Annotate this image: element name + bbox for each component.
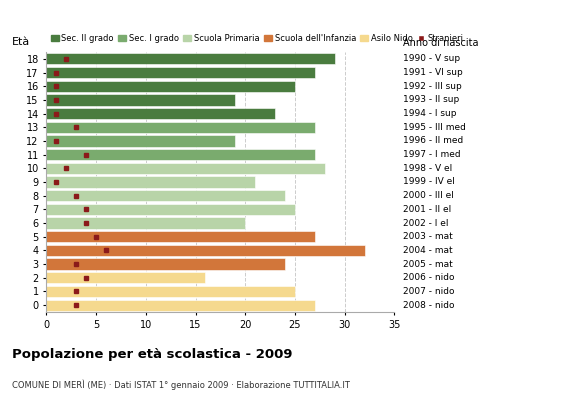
Bar	[46, 231, 315, 242]
Text: 1997 - I med: 1997 - I med	[403, 150, 461, 159]
Text: 1996 - II med: 1996 - II med	[403, 136, 463, 146]
Text: 2008 - nido: 2008 - nido	[403, 301, 455, 310]
Text: 2004 - mat: 2004 - mat	[403, 246, 453, 255]
Text: Popolazione per età scolastica - 2009: Popolazione per età scolastica - 2009	[12, 348, 292, 361]
Text: 2000 - III el: 2000 - III el	[403, 191, 454, 200]
Bar	[46, 286, 295, 297]
Bar	[46, 176, 255, 188]
Text: 1994 - I sup: 1994 - I sup	[403, 109, 456, 118]
Text: 1993 - II sup: 1993 - II sup	[403, 95, 459, 104]
Bar	[46, 80, 295, 92]
Text: 2003 - mat: 2003 - mat	[403, 232, 453, 241]
Bar	[46, 272, 205, 283]
Text: COMUNE DI MERÌ (ME) · Dati ISTAT 1° gennaio 2009 · Elaborazione TUTTITALIA.IT: COMUNE DI MERÌ (ME) · Dati ISTAT 1° genn…	[12, 380, 350, 390]
Bar	[46, 190, 285, 201]
Text: 2005 - mat: 2005 - mat	[403, 260, 453, 269]
Text: Anno di nascita: Anno di nascita	[403, 38, 478, 48]
Text: Età: Età	[12, 37, 30, 47]
Text: 2006 - nido: 2006 - nido	[403, 273, 455, 282]
Bar	[46, 245, 365, 256]
Bar	[46, 108, 275, 119]
Bar	[46, 53, 335, 64]
Bar	[46, 204, 295, 215]
Bar	[46, 258, 285, 270]
Legend: Sec. II grado, Sec. I grado, Scuola Primaria, Scuola dell'Infanzia, Asilo Nido, : Sec. II grado, Sec. I grado, Scuola Prim…	[50, 34, 464, 43]
Text: 1999 - IV el: 1999 - IV el	[403, 178, 455, 186]
Bar	[46, 218, 245, 229]
Bar	[46, 149, 315, 160]
Bar	[46, 135, 235, 146]
Bar	[46, 67, 315, 78]
Text: 1992 - III sup: 1992 - III sup	[403, 82, 462, 91]
Bar	[46, 122, 315, 133]
Text: 1990 - V sup: 1990 - V sup	[403, 54, 460, 63]
Text: 1991 - VI sup: 1991 - VI sup	[403, 68, 463, 77]
Bar	[46, 163, 325, 174]
Text: 1995 - III med: 1995 - III med	[403, 123, 466, 132]
Text: 2001 - II el: 2001 - II el	[403, 205, 451, 214]
Bar	[46, 94, 235, 106]
Text: 2002 - I el: 2002 - I el	[403, 218, 448, 228]
Text: 2007 - nido: 2007 - nido	[403, 287, 455, 296]
Text: 1998 - V el: 1998 - V el	[403, 164, 452, 173]
Bar	[46, 300, 315, 311]
